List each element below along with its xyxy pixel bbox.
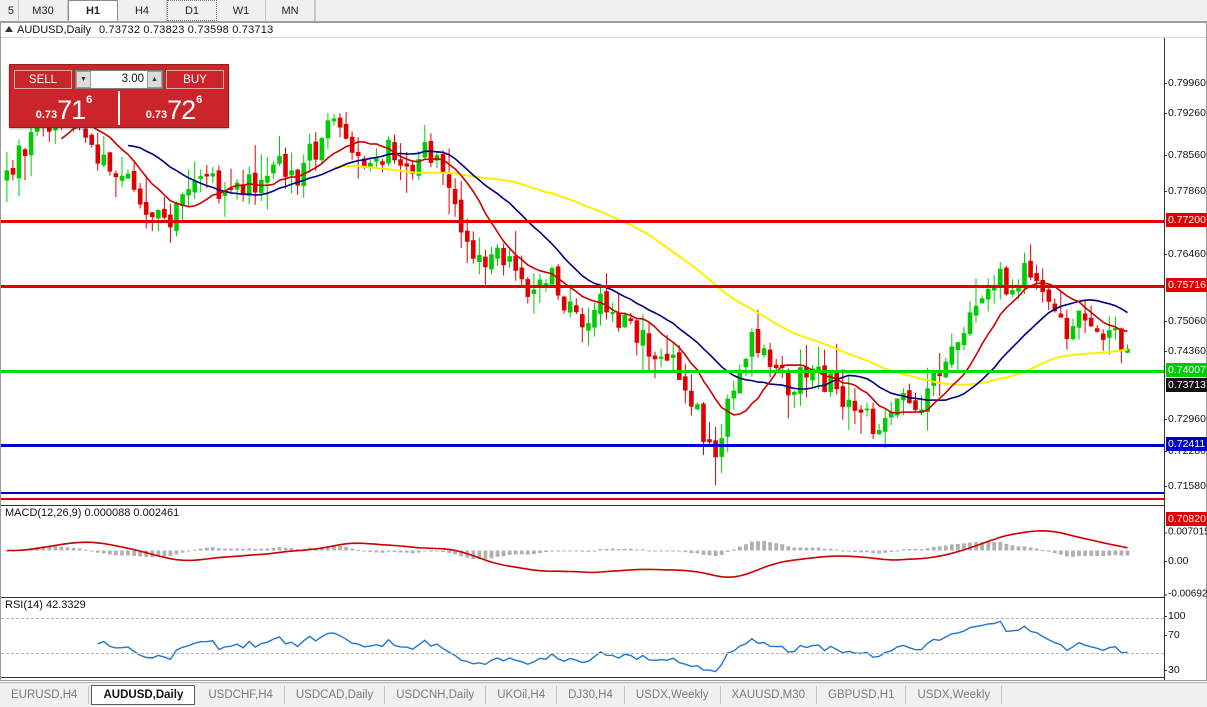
axis-tick: 0.79960 [1164, 77, 1206, 89]
timeframe-tab-m5[interactable]: 5 [0, 0, 19, 21]
price-pane[interactable] [1, 38, 1164, 501]
chart-tab-xauusd-m30[interactable]: XAUUSD,M30 [721, 686, 818, 704]
rsi-scale-tick: 70 [1164, 629, 1180, 641]
buy-price-main: 72 [167, 95, 196, 125]
timeframe-tab-h1[interactable]: H1 [68, 0, 118, 21]
axis-badge-level-blue: 0.72411 [1166, 437, 1207, 451]
axis-badge-resistance-2: 0.75716 [1166, 278, 1207, 292]
rsi-level-70 [1, 618, 1164, 619]
buy-button[interactable]: BUY [166, 70, 224, 89]
macd-chart [5, 529, 1130, 579]
chart-ohlc-quotes: 0.73732 0.73823 0.73598 0.73713 [98, 24, 274, 36]
axis-tick: 0.78560 [1164, 149, 1206, 161]
level-line-0-72411[interactable] [1, 444, 1164, 447]
chart-tab-usdchf-h4[interactable]: USDCHF,H4 [197, 686, 285, 704]
rsi-pane[interactable]: RSI(14) 42.3329 [1, 597, 1164, 678]
level-line-0-70936[interactable] [1, 492, 1164, 494]
candlestick-chart [4, 101, 1130, 486]
volume-decrease-icon[interactable]: ▼ [76, 71, 91, 88]
axis-tick: 0.79260 [1164, 107, 1206, 119]
axis-tick: 0.74360 [1164, 345, 1206, 357]
one-click-trading-panel[interactable]: SELL ▼ 3.00 ▲ BUY 0.73 71 6 0.73 72 6 [9, 64, 229, 128]
sell-button[interactable]: SELL [14, 70, 72, 89]
timeframe-tab-h4[interactable]: H4 [118, 0, 167, 21]
buy-price-prefix: 0.73 [145, 109, 168, 121]
chart-symbol-period: AUDUSD,Daily [17, 24, 91, 36]
level-line-0-75716[interactable] [1, 285, 1164, 288]
chart-tab-audusd-daily[interactable]: AUDUSD,Daily [91, 685, 196, 705]
axis-tick: 0.76460 [1164, 248, 1206, 260]
sell-price-fraction: 6 [86, 94, 93, 106]
level-line-0-77200[interactable] [1, 220, 1164, 223]
macd-label: MACD(12,26,9) 0.000088 0.002461 [5, 507, 180, 519]
rsi-chart [97, 620, 1128, 673]
macd-scale-tick: 0.00 [1163, 555, 1189, 567]
macd-pane[interactable]: MACD(12,26,9) 0.000088 0.002461 [1, 505, 1164, 596]
rsi-scale-tick: 30 [1164, 664, 1180, 676]
rsi-scale-tick: 100 [1164, 610, 1186, 622]
chart-title-bar: AUDUSD,Daily 0.73732 0.73823 0.73598 0.73… [1, 23, 1206, 38]
rsi-level-30 [1, 653, 1164, 654]
timeframe-toolbar: 5 M30 H1 H4 D1 W1 MN [0, 0, 1207, 22]
chart-tab-eurusd-h4[interactable]: EURUSD,H4 [0, 686, 90, 704]
volume-increase-icon[interactable]: ▲ [147, 71, 162, 88]
price-scale-axis[interactable]: 0.79960 0.79260 0.78560 0.77860 0.76460 … [1163, 38, 1207, 698]
buy-price-quote[interactable]: 0.73 72 6 [118, 91, 228, 125]
chart-tab-dj30-h4[interactable]: DJ30,H4 [557, 686, 625, 704]
toolbar-empty-space [315, 0, 1207, 21]
sell-price-main: 71 [57, 95, 86, 125]
axis-badge-level-green: 0.74007 [1166, 363, 1207, 377]
collapse-triangle-icon[interactable] [5, 26, 13, 32]
macd-scale-tick: 0.007015 [1164, 527, 1207, 538]
chart-tab-usdcad-daily[interactable]: USDCAD,Daily [285, 686, 386, 704]
timeframe-tab-mn[interactable]: MN [266, 0, 315, 21]
level-line-0-74007[interactable] [1, 370, 1164, 373]
chart-tab-usdx-weekly-1[interactable]: USDX,Weekly [625, 686, 721, 704]
chart-plot-wrapper: MACD(12,26,9) 0.000088 0.002461 RSI(14) … [1, 38, 1207, 698]
sell-price-prefix: 0.73 [35, 109, 58, 121]
chart-tab-usdx-weekly-2[interactable]: USDX,Weekly [906, 686, 1003, 704]
chart-tabs-bar: EURUSD,H4 AUDUSD,Daily USDCHF,H4 USDCAD,… [0, 682, 1207, 707]
timeframe-tab-w1[interactable]: W1 [217, 0, 266, 21]
trade-panel-controls: SELL ▼ 3.00 ▲ BUY [10, 65, 228, 91]
axis-tick: 0.72960 [1164, 413, 1206, 425]
macd-scale-tick: -0.006923 [1163, 589, 1207, 600]
sell-price-quote[interactable]: 0.73 71 6 [10, 91, 118, 125]
chart-tab-ukoil-h4[interactable]: UKOil,H4 [486, 686, 558, 704]
buy-price-fraction: 6 [196, 94, 203, 106]
level-line-0-70820[interactable] [1, 498, 1164, 500]
volume-stepper[interactable]: ▼ 3.00 ▲ [75, 70, 163, 89]
axis-badge-level-red: 0.70820 [1166, 512, 1207, 526]
chart-tab-usdcnh-daily[interactable]: USDCNH,Daily [385, 686, 487, 704]
chart-window: AUDUSD,Daily 0.73732 0.73823 0.73598 0.73… [0, 22, 1207, 698]
timeframe-tab-m30[interactable]: M30 [19, 0, 68, 21]
axis-tick: 0.75060 [1164, 315, 1206, 327]
chart-tab-gbpusd-h1[interactable]: GBPUSD,H1 [817, 686, 907, 704]
volume-value[interactable]: 3.00 [121, 73, 144, 85]
rsi-label: RSI(14) 42.3329 [5, 599, 86, 611]
axis-tick: 0.77860 [1164, 185, 1206, 197]
axis-badge-resistance-1: 0.77200 [1166, 213, 1207, 227]
axis-badge-current-price: 0.73713 [1166, 378, 1207, 392]
trade-panel-prices: 0.73 71 6 0.73 72 6 [10, 91, 228, 125]
axis-tick: 0.71580 [1164, 480, 1206, 492]
timeframe-tab-d1[interactable]: D1 [167, 0, 217, 21]
